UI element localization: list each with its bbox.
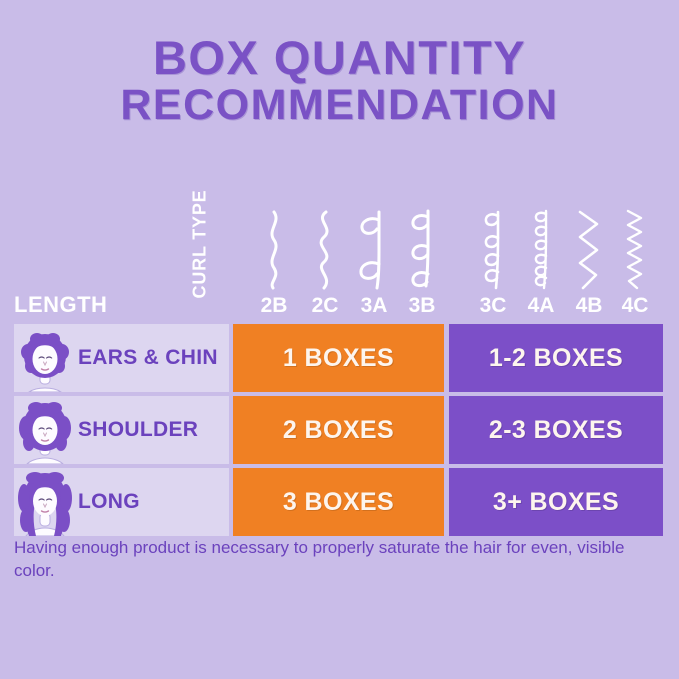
zigzag-tight-icon xyxy=(612,200,658,292)
purple-value-cell: 3+ BOXES xyxy=(449,468,663,536)
curl-code-4a: 4A xyxy=(527,294,555,317)
coil-tight-icon xyxy=(470,200,516,292)
short-afro-avatar xyxy=(14,324,76,392)
orange-value-cell: 2 BOXES xyxy=(233,396,444,464)
box-quantity-value: 1-2 BOXES xyxy=(488,343,624,372)
zigzag-wide-icon xyxy=(566,200,612,292)
coil-spring-icon xyxy=(518,200,564,292)
page-title: BOX QUANTITY RECOMMENDATION xyxy=(0,0,679,128)
length-cell-ears-chin: EARS & CHIN xyxy=(14,324,229,392)
purple-value-cell: 2-3 BOXES xyxy=(449,396,663,464)
curl-spiral-icon xyxy=(398,200,444,292)
curl-code-3b: 3B xyxy=(408,294,436,317)
curl-code-4c: 4C xyxy=(621,294,649,317)
curl-code-3a: 3A xyxy=(360,294,388,317)
table-row: LONG 3 BOXES 3+ BOXES xyxy=(0,468,679,536)
curl-loose-loop-icon xyxy=(350,200,396,292)
box-quantity-value: 2 BOXES xyxy=(282,415,395,444)
box-quantity-value: 3+ BOXES xyxy=(492,487,620,516)
length-label: LONG xyxy=(78,490,140,513)
long-curly-avatar xyxy=(14,468,76,536)
table-row: SHOULDER 2 BOXES 2-3 BOXES xyxy=(0,396,679,464)
length-column-header: LENGTH xyxy=(14,292,108,317)
title-line-2: RECOMMENDATION xyxy=(120,80,559,129)
table-row: EARS & CHIN 1 BOXES 1-2 BOXES xyxy=(0,324,679,392)
box-quantity-value: 3 BOXES xyxy=(282,487,395,516)
curl-icon-strip xyxy=(0,196,679,292)
curl-code-3c: 3C xyxy=(479,294,507,317)
curl-code-2b: 2B xyxy=(260,294,288,317)
orange-value-cell: 3 BOXES xyxy=(233,468,444,536)
table-header-row: LENGTH 2B 2C 3A 3B 3C 4A 4B 4C xyxy=(0,292,679,320)
wave-defined-icon xyxy=(302,200,348,292)
orange-value-cell: 1 BOXES xyxy=(233,324,444,392)
length-label: SHOULDER xyxy=(78,418,199,441)
length-label: EARS & CHIN xyxy=(78,346,218,369)
length-cell-shoulder: SHOULDER xyxy=(14,396,229,464)
curl-code-4b: 4B xyxy=(575,294,603,317)
footnote-text: Having enough product is necessary to pr… xyxy=(14,538,625,581)
purple-value-cell: 1-2 BOXES xyxy=(449,324,663,392)
title-line-1: BOX QUANTITY xyxy=(152,31,527,84)
wave-loose-icon xyxy=(251,200,297,292)
box-quantity-value: 1 BOXES xyxy=(282,343,395,372)
curl-code-2c: 2C xyxy=(311,294,339,317)
medium-afro-avatar xyxy=(14,396,76,464)
length-cell-long: LONG xyxy=(14,468,229,536)
box-quantity-value: 2-3 BOXES xyxy=(488,415,624,444)
recommendation-table: EARS & CHIN 1 BOXES 1-2 BOXES xyxy=(0,324,679,540)
